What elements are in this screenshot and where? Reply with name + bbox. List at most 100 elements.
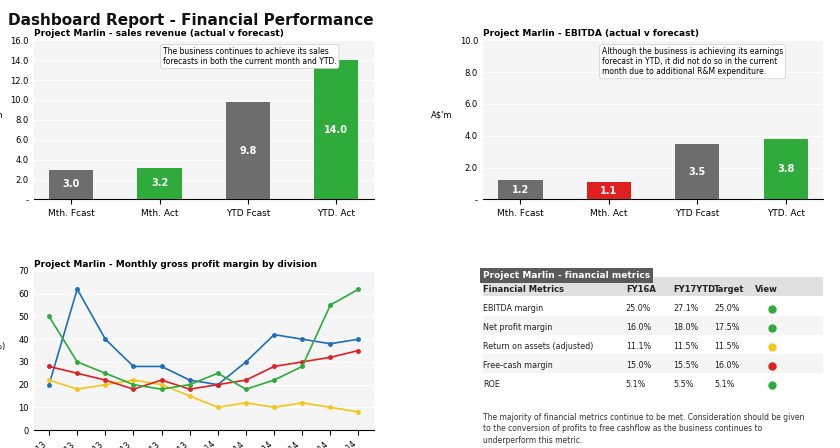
Division 3 xyxy=(100,377,110,383)
Text: The majority of financial metrics continue to be met. Consideration should be gi: The majority of financial metrics contin… xyxy=(483,413,804,445)
Text: FY17YTD: FY17YTD xyxy=(674,284,716,293)
Text: Project Marlin - Monthly gross profit margin by division: Project Marlin - Monthly gross profit ma… xyxy=(34,260,317,269)
Text: 9.8: 9.8 xyxy=(239,146,257,156)
FancyBboxPatch shape xyxy=(483,277,823,298)
Division 2 xyxy=(325,405,335,410)
Text: Dashboard Report - Financial Performance: Dashboard Report - Financial Performance xyxy=(8,13,374,28)
Text: 16.0%: 16.0% xyxy=(626,323,651,332)
Text: Project Marlin - sales revenue (actual v forecast): Project Marlin - sales revenue (actual v… xyxy=(34,29,283,38)
Bar xyxy=(586,182,631,199)
FancyBboxPatch shape xyxy=(483,373,823,392)
Text: 11.5%: 11.5% xyxy=(714,342,740,351)
Bar xyxy=(314,60,359,199)
Text: 5.1%: 5.1% xyxy=(626,380,646,389)
Division 1 xyxy=(72,286,82,292)
FancyBboxPatch shape xyxy=(483,297,823,315)
Y-axis label: A$'000 (%): A$'000 (%) xyxy=(0,341,6,350)
Division 3 xyxy=(297,359,307,365)
Text: 17.5%: 17.5% xyxy=(714,323,740,332)
Text: 15.0%: 15.0% xyxy=(626,362,651,370)
Text: Return on assets (adjusted): Return on assets (adjusted) xyxy=(483,342,593,351)
Text: 3.5: 3.5 xyxy=(689,167,706,177)
Text: Project Marlin - EBITDA (actual v forecast): Project Marlin - EBITDA (actual v foreca… xyxy=(483,29,699,38)
Text: EBITDA margin: EBITDA margin xyxy=(483,304,543,313)
Text: ROE: ROE xyxy=(483,380,500,389)
Division 3 xyxy=(325,355,335,360)
Text: 15.5%: 15.5% xyxy=(674,362,699,370)
Division 3 xyxy=(241,377,251,383)
Division 4 xyxy=(100,370,110,376)
Division 1 xyxy=(354,336,364,342)
Text: 3.0: 3.0 xyxy=(62,180,80,190)
Division 2 xyxy=(241,400,251,405)
Division 4 xyxy=(185,382,195,388)
Bar xyxy=(226,102,270,199)
Text: 3.2: 3.2 xyxy=(151,178,168,189)
Text: 5.1%: 5.1% xyxy=(714,380,735,389)
Text: The business continues to achieve its sales
forecasts in both the current month : The business continues to achieve its sa… xyxy=(163,47,337,66)
Y-axis label: A$'m: A$'m xyxy=(431,111,453,120)
Division 2 xyxy=(44,377,54,383)
Division 3 xyxy=(185,387,195,392)
Division 4 xyxy=(325,302,335,308)
Bar xyxy=(498,180,543,199)
Text: Net profit margin: Net profit margin xyxy=(483,323,552,332)
Line: Division 3: Division 3 xyxy=(47,349,360,391)
Text: 16.0%: 16.0% xyxy=(714,362,739,370)
Text: 1.2: 1.2 xyxy=(512,185,529,195)
Text: 25.0%: 25.0% xyxy=(714,304,740,313)
Division 2 xyxy=(100,382,110,388)
Text: Target: Target xyxy=(714,284,745,293)
Division 1 xyxy=(213,382,223,388)
Division 4 xyxy=(269,377,279,383)
Division 2 xyxy=(72,387,82,392)
Division 3 xyxy=(44,364,54,369)
Division 4 xyxy=(72,359,82,365)
Division 1 xyxy=(100,336,110,342)
Division 2 xyxy=(354,409,364,414)
FancyBboxPatch shape xyxy=(483,354,823,373)
Division 4 xyxy=(241,387,251,392)
Bar xyxy=(764,139,808,199)
Division 1 xyxy=(325,341,335,346)
Text: Although the business is achieving its earnings
forecast in YTD, it did not do s: Although the business is achieving its e… xyxy=(602,47,783,77)
Division 3 xyxy=(269,364,279,369)
Text: 11.5%: 11.5% xyxy=(674,342,699,351)
Text: Project Marlin - financial metrics: Project Marlin - financial metrics xyxy=(483,271,650,280)
Text: 5.5%: 5.5% xyxy=(674,380,694,389)
Text: FY16A: FY16A xyxy=(626,284,656,293)
Division 4 xyxy=(354,286,364,292)
Text: View: View xyxy=(755,284,778,293)
Division 2 xyxy=(156,382,166,388)
Text: Financial Metrics: Financial Metrics xyxy=(483,284,564,293)
Line: Division 2: Division 2 xyxy=(47,379,360,414)
Division 3 xyxy=(129,387,139,392)
Text: 14.0: 14.0 xyxy=(324,125,349,135)
Division 2 xyxy=(185,393,195,399)
FancyBboxPatch shape xyxy=(483,315,823,335)
Line: Division 4: Division 4 xyxy=(47,288,360,391)
Division 4 xyxy=(129,382,139,388)
Division 1 xyxy=(44,382,54,388)
Division 2 xyxy=(269,405,279,410)
Division 3 xyxy=(156,377,166,383)
Text: 1.1: 1.1 xyxy=(601,185,617,196)
Line: Division 1: Division 1 xyxy=(47,288,360,386)
Division 4 xyxy=(156,387,166,392)
Division 4 xyxy=(297,364,307,369)
Bar xyxy=(138,168,181,199)
Division 2 xyxy=(297,400,307,405)
Bar xyxy=(49,170,93,199)
FancyBboxPatch shape xyxy=(483,335,823,354)
Division 4 xyxy=(44,314,54,319)
Division 2 xyxy=(129,377,139,383)
Division 1 xyxy=(185,377,195,383)
Text: 27.1%: 27.1% xyxy=(674,304,699,313)
Division 3 xyxy=(213,382,223,388)
Text: 11.1%: 11.1% xyxy=(626,342,651,351)
Text: 18.0%: 18.0% xyxy=(674,323,699,332)
Division 2 xyxy=(213,405,223,410)
Division 3 xyxy=(354,348,364,353)
Division 1 xyxy=(297,336,307,342)
Text: 25.0%: 25.0% xyxy=(626,304,651,313)
